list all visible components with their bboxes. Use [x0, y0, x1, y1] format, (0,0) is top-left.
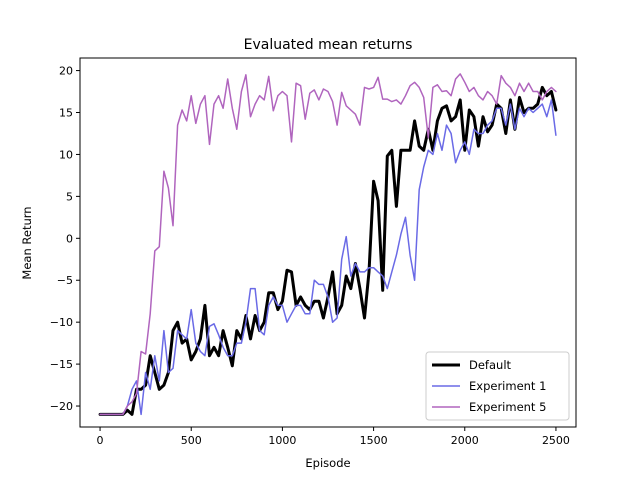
- plot-frame: [79, 57, 577, 428]
- x-tick-label: 0: [97, 434, 104, 447]
- chart-title: Evaluated mean returns: [244, 37, 413, 53]
- y-axis: −20 −15 −10 −5 0 5 10 15 20: [50, 65, 80, 413]
- legend-box: [425, 351, 570, 421]
- plot-area: [98, 73, 558, 416]
- x-tick-label: 2000: [451, 434, 479, 447]
- x-tick-label: 1500: [360, 434, 388, 447]
- legend: Default Experiment 1 Experiment 5: [425, 351, 570, 421]
- legend-label: Experiment 1: [469, 379, 546, 393]
- y-tick-label: −15: [50, 358, 73, 371]
- x-axis: 0 500 1000 1500 2000 2500: [97, 427, 570, 447]
- y-tick-label: 20: [59, 65, 73, 78]
- legend-label: Default: [469, 358, 512, 372]
- legend-label: Experiment 5: [469, 400, 546, 414]
- series-line-experiment-1: [99, 99, 557, 416]
- y-tick-label: 10: [59, 148, 73, 161]
- x-tick-label: 500: [181, 434, 202, 447]
- y-tick-label: −5: [57, 274, 73, 287]
- x-tick-label: 2500: [542, 434, 570, 447]
- y-tick-label: −20: [50, 400, 73, 413]
- series-line-experiment-5: [99, 73, 557, 416]
- y-tick-label: 15: [59, 107, 73, 120]
- y-axis-label: Mean Return: [20, 206, 34, 279]
- y-tick-label: 5: [66, 190, 73, 203]
- x-tick-label: 1000: [268, 434, 296, 447]
- y-tick-label: 0: [66, 232, 73, 245]
- y-tick-label: −10: [50, 316, 73, 329]
- x-axis-label: Episode: [305, 456, 350, 470]
